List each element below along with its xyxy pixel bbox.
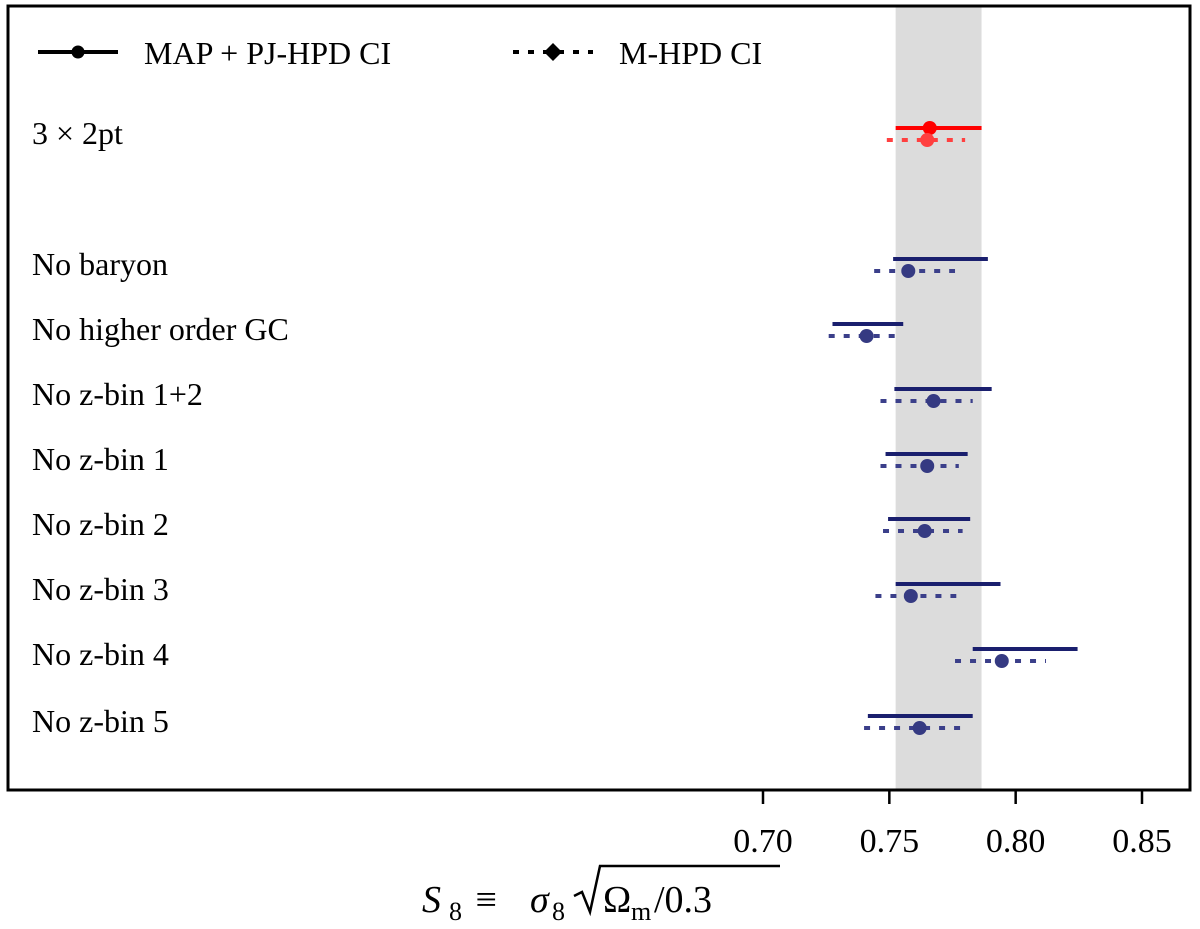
row-label: No z-bin 1+2: [32, 376, 203, 412]
mean-marker: [917, 524, 932, 538]
legend-label-mhpd: M-HPD CI: [619, 35, 762, 71]
xlabel-tail: /0.3: [654, 879, 712, 921]
xlabel-omega-sub: m: [631, 897, 651, 926]
xlabel-sigma-sub: 8: [552, 897, 565, 926]
xlabel-s: S: [422, 879, 441, 921]
xlabel-omega: Ω: [603, 879, 631, 921]
mean-marker: [903, 589, 918, 603]
map-marker: [922, 121, 937, 135]
row-label: No z-bin 2: [32, 506, 169, 542]
mean-marker: [926, 394, 941, 408]
row-label: No baryon: [32, 246, 168, 282]
row-label: No z-bin 1: [32, 441, 169, 477]
mean-marker: [920, 459, 935, 473]
legend: MAP + PJ-HPD CI M-HPD CI: [38, 35, 762, 71]
row-label: 3 × 2pt: [32, 115, 123, 151]
x-tick-label: 0.70: [733, 823, 793, 860]
row-label: No higher order GC: [32, 311, 289, 347]
mean-marker: [859, 329, 874, 343]
x-axis: 0.70 0.75 0.80 0.85: [733, 790, 1172, 860]
mean-marker: [912, 721, 927, 735]
mean-marker: [920, 133, 935, 147]
plot-frame: [6, 4, 1192, 792]
mean-marker: [994, 654, 1009, 668]
legend-label-map: MAP + PJ-HPD CI: [144, 35, 391, 71]
row-label: No z-bin 3: [32, 571, 169, 607]
xlabel-s-sub: 8: [449, 897, 462, 926]
xlabel-sigma: σ: [530, 879, 550, 921]
x-axis-label: S 8 ≡ σ 8 Ω m /0.3: [422, 864, 780, 926]
legend-circle-marker: [71, 45, 85, 59]
legend-diamond-marker: [544, 43, 562, 61]
row-label: No z-bin 4: [32, 636, 169, 672]
x-tick-label: 0.75: [860, 823, 920, 860]
row-label: No z-bin 5: [32, 703, 169, 739]
xlabel-sqrt-sign: [573, 864, 780, 917]
xlabel-equiv: ≡: [466, 879, 506, 921]
x-tick-label: 0.85: [1112, 823, 1172, 860]
mean-marker: [901, 264, 916, 278]
rows-group: 3 × 2pt No baryon No higher order GC No z-b…: [32, 115, 1078, 739]
x-tick-label: 0.80: [986, 823, 1046, 860]
